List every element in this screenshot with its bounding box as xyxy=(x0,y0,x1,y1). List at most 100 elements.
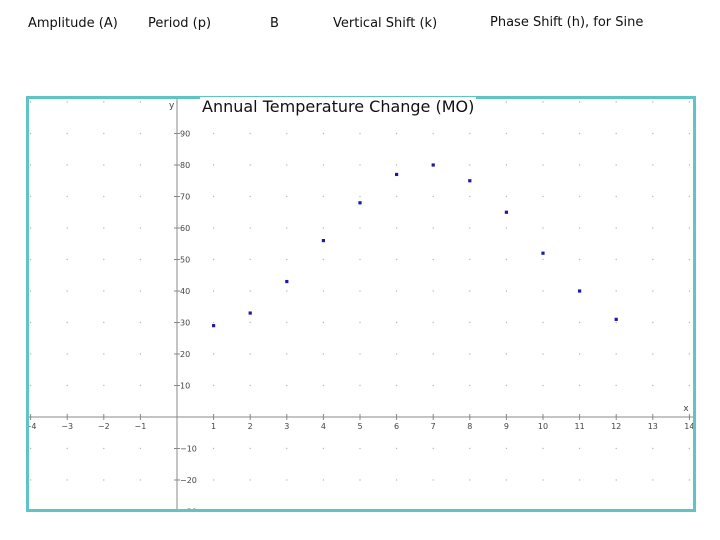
grid-dot xyxy=(139,227,142,229)
grid-dot xyxy=(322,290,325,292)
grid-dot xyxy=(469,258,471,261)
data-point xyxy=(468,179,472,183)
x-tick-label: −4 xyxy=(29,422,36,431)
grid-dot xyxy=(286,132,288,135)
grid-dot xyxy=(688,290,691,292)
grid-dot xyxy=(542,447,544,450)
grid-dot xyxy=(505,384,508,387)
grid-dot xyxy=(103,195,105,198)
x-tick-label: 4 xyxy=(321,422,326,431)
grid-dot xyxy=(66,479,68,481)
grid-dot xyxy=(688,101,691,103)
chart-title: Annual Temperature Change (MO) xyxy=(200,97,477,116)
grid-dot xyxy=(139,101,142,103)
grid-dot xyxy=(66,290,68,292)
grid-dot xyxy=(615,132,617,135)
grid-dot xyxy=(286,258,288,261)
grid-dot xyxy=(359,321,361,324)
header-phase-shift: Phase Shift (h), for Sine xyxy=(490,15,644,30)
grid-dot xyxy=(542,132,544,135)
grid-dot xyxy=(103,290,105,292)
grid-dot xyxy=(249,321,251,324)
grid-dot xyxy=(395,479,398,481)
grid-dot xyxy=(249,353,251,355)
grid-dot xyxy=(249,384,251,387)
grid-dot xyxy=(139,195,142,198)
grid-dot xyxy=(578,164,581,166)
grid-dot xyxy=(286,227,288,229)
x-tick-label: 10 xyxy=(538,422,548,431)
grid-dot xyxy=(322,384,325,387)
x-tick-label: −2 xyxy=(98,422,110,431)
grid-dot xyxy=(469,353,471,355)
grid-dot xyxy=(615,195,617,198)
grid-dot xyxy=(505,447,508,450)
x-tick-label: 14 xyxy=(684,422,693,431)
grid-dot xyxy=(395,290,398,292)
grid-dot xyxy=(103,101,105,103)
grid-dot xyxy=(432,384,434,387)
grid-dot xyxy=(29,353,32,355)
grid-dot xyxy=(615,384,617,387)
grid-dot xyxy=(432,353,434,355)
grid-dot xyxy=(103,384,105,387)
grid-dot xyxy=(505,290,508,292)
grid-dot xyxy=(469,290,471,292)
grid-dot xyxy=(578,195,581,198)
grid-dot xyxy=(505,195,508,198)
grid-dot xyxy=(212,384,215,387)
header-amplitude: Amplitude (A) xyxy=(28,16,118,31)
grid-dot xyxy=(286,384,288,387)
grid-dot xyxy=(578,353,581,355)
data-point xyxy=(321,239,325,243)
grid-dot xyxy=(212,321,215,324)
grid-dot xyxy=(432,290,434,292)
y-tick-label: 50 xyxy=(180,256,190,265)
grid-dot xyxy=(505,321,508,324)
y-tick-label: 90 xyxy=(180,130,190,139)
grid-dot xyxy=(432,195,434,198)
grid-dot xyxy=(652,321,654,324)
grid-dot xyxy=(432,227,434,229)
grid-dot xyxy=(505,353,508,355)
grid-dot xyxy=(103,353,105,355)
grid-dot xyxy=(432,258,434,261)
grid-dot xyxy=(249,258,251,261)
grid-dot xyxy=(395,384,398,387)
grid-dot xyxy=(542,321,544,324)
grid-dot xyxy=(29,258,32,261)
grid-dot xyxy=(212,227,215,229)
grid-dot xyxy=(286,290,288,292)
grid-dot xyxy=(395,132,398,135)
y-tick-label: 20 xyxy=(180,350,190,359)
grid-dot xyxy=(103,447,105,450)
grid-dot xyxy=(652,479,654,481)
grid-dot xyxy=(542,290,544,292)
x-tick-label: 8 xyxy=(467,422,472,431)
grid-dot xyxy=(688,321,691,324)
data-point xyxy=(541,251,545,255)
grid-dot xyxy=(66,227,68,229)
plot-frame: −4−3−2−11234567891011121314−30−20−101020… xyxy=(26,96,696,512)
grid-dot xyxy=(542,384,544,387)
grid-dot xyxy=(212,258,215,261)
scatter-chart: −4−3−2−11234567891011121314−30−20−101020… xyxy=(29,99,693,509)
y-tick-label: 30 xyxy=(180,319,190,328)
grid-dot xyxy=(578,479,581,481)
grid-dot xyxy=(29,290,32,292)
grid-dot xyxy=(505,258,508,261)
x-tick-label: 3 xyxy=(284,422,289,431)
grid-dot xyxy=(652,195,654,198)
grid-dot xyxy=(249,132,251,135)
grid-dot xyxy=(139,132,142,135)
grid-dot xyxy=(615,164,617,166)
grid-dot xyxy=(688,132,691,135)
grid-dot xyxy=(66,164,68,166)
grid-dot xyxy=(66,353,68,355)
grid-dot xyxy=(139,258,142,261)
grid-dot xyxy=(505,227,508,229)
y-axis-label: y xyxy=(169,101,175,111)
grid-dot xyxy=(139,290,142,292)
grid-dot xyxy=(66,101,68,103)
grid-dot xyxy=(322,353,325,355)
